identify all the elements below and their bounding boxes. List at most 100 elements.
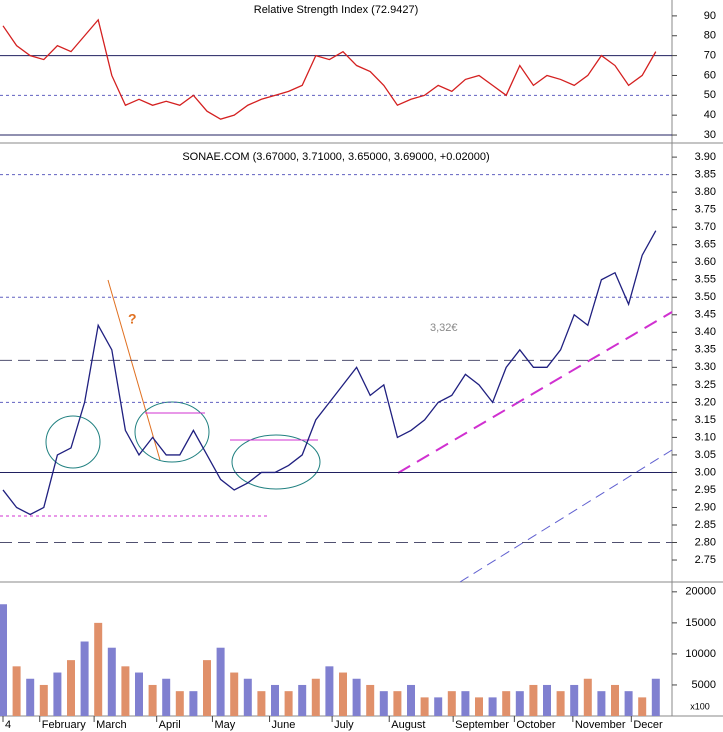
y-tick-label: 2.80 [695,536,716,548]
volume-bar [447,691,456,716]
volume-bar [26,678,35,716]
volume-bar [420,697,429,716]
volume-bar [121,666,130,716]
volume-bar [393,691,402,716]
volume-bar [407,684,415,716]
y-tick-label: 50 [704,89,716,101]
volume-bar [148,684,157,716]
volume-bar [12,666,21,716]
volume-bar [597,691,606,716]
y-tick-label: 20000 [685,586,716,598]
y-tick-label: 3.30 [695,361,716,373]
volume-bar [94,622,103,716]
y-tick-label: 3.55 [695,274,716,286]
volume-bar [53,672,62,716]
y-tick-label: 2.85 [695,519,716,531]
volume-bar [0,604,7,716]
y-tick-label: 3.60 [695,256,716,268]
volume-bar [529,684,538,716]
y-tick-label: 2.95 [695,484,716,496]
pattern-ellipse [134,401,210,463]
y-tick-label: 3.65 [695,239,716,251]
volume-bar [175,691,184,716]
volume-bar [651,678,660,716]
x-tick-label: 4 [5,719,11,731]
volume-bar [230,672,239,716]
rsi-title: Relative Strength Index (72.9427) [254,4,419,16]
y-tick-label: 3.00 [695,466,716,478]
x-tick-label: February [42,719,87,731]
volume-bar [325,666,334,716]
volume-bar [80,641,89,716]
y-tick-label: 3.15 [695,414,716,426]
series-line [2,18,657,120]
volume-bar [515,691,524,716]
x-tick-label: September [455,719,509,731]
y-tick-label: 15000 [685,617,716,629]
y-tick-label: 3.20 [695,396,716,408]
volume-bar [556,691,565,716]
x-tick-label: May [214,719,235,731]
volume-bar [311,678,320,716]
trend-line [107,279,161,461]
volume-bar [611,684,619,716]
y-tick-label: 10000 [685,648,716,660]
y-tick-label: 80 [704,30,716,42]
y-tick-label: 90 [704,10,716,22]
y-tick-label: 3.80 [695,186,716,198]
y-tick-label: 3.85 [695,169,716,181]
price-title: SONAE.COM (3.67000, 3.71000, 3.65000, 3.… [182,151,489,163]
volume-bar [216,647,225,716]
volume-bar [570,684,579,716]
volume-bar [67,660,75,716]
volume-bar [638,697,647,716]
x-tick-label: April [159,719,181,731]
y-tick-label: 3.25 [695,379,716,391]
x-tick-label: November [575,719,626,731]
x-tick-label: March [96,719,127,731]
pattern-ellipse [45,415,101,469]
volume-bar [162,678,171,716]
x-tick-label: July [334,719,354,731]
y-tick-label: 3.70 [695,221,716,233]
volume-bar [352,678,361,716]
layout [0,0,723,717]
volume-bar [488,697,497,716]
volume-bar [583,678,592,716]
volume-bar [366,684,375,716]
annotation: ? [128,311,137,327]
x-tick-label: August [391,719,425,731]
y-tick-label: 3.75 [695,204,716,216]
volume-bar [475,697,483,716]
y-tick-label: 2.90 [695,501,716,513]
y-tick-label: 5000 [692,679,716,691]
volume-bar [543,684,551,716]
volume-bar [243,678,252,716]
volume-bar [461,691,470,716]
support-line [397,311,673,474]
unit-label: x100 [690,701,710,711]
y-tick-label: 30 [704,129,716,141]
x-tick-label: June [272,719,296,731]
x-tick-label: October [516,719,555,731]
volume-bar [298,684,307,716]
y-tick-label: 3.40 [695,326,716,338]
volume-bar [379,691,388,716]
volume-bar [434,697,443,716]
volume-bar [284,691,293,716]
series-line [2,230,657,516]
volume-bar [203,660,211,716]
volume-bar [624,691,633,716]
y-tick-label: 60 [704,69,716,81]
y-tick-label: 40 [704,109,716,121]
y-tick-label: 3.10 [695,431,716,443]
volume-bar [189,691,198,716]
volume-bar [135,672,143,716]
x-tick-label: Decer [633,719,663,731]
y-tick-label: 3.50 [695,291,716,303]
volume-bar [39,684,48,716]
volume-bar [271,684,279,716]
volume-bar [107,647,116,716]
